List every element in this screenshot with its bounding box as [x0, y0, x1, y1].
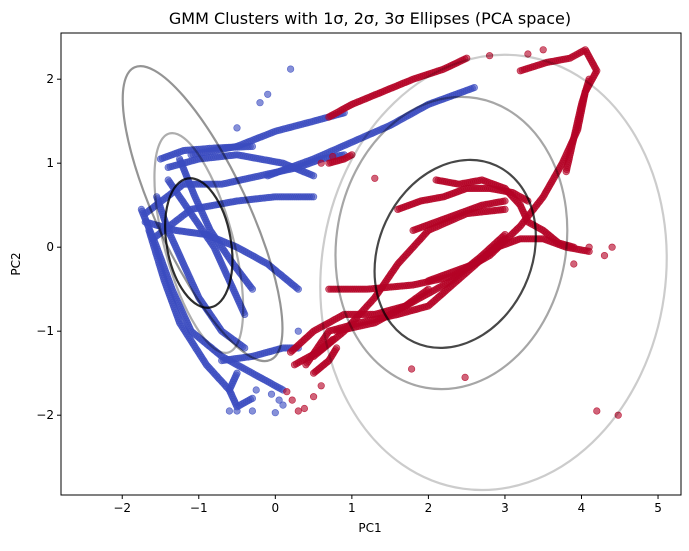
plot-frame [60, 32, 682, 496]
x-tick-label: 4 [578, 501, 586, 515]
scatter-point [283, 388, 291, 396]
scatter-point [271, 409, 279, 417]
data-points [137, 46, 622, 419]
scatter-point [463, 54, 471, 62]
scatter-point [371, 174, 379, 182]
scatter-point [310, 393, 318, 401]
x-tick-label: 1 [348, 501, 356, 515]
x-tick-label: 3 [501, 501, 509, 515]
scatter-point [539, 46, 547, 54]
y-axis-label: PC2 [9, 252, 23, 275]
scatter-point [593, 407, 601, 415]
scatter-point [461, 373, 469, 382]
sigma-ellipses [121, 53, 668, 492]
scatter-point [241, 344, 249, 352]
scatter-point [600, 252, 609, 260]
scatter-point [333, 344, 341, 352]
scatter-point [233, 124, 241, 132]
scatter-point [408, 365, 416, 373]
y-axis-ticks: −2 −1 0 1 2 [36, 72, 61, 422]
scatter-point [225, 407, 233, 415]
scatter-point [348, 151, 356, 159]
y-tick-label: 1 [46, 156, 54, 170]
y-tick-label: 2 [46, 72, 54, 86]
sigma-ellipse [319, 53, 668, 492]
scatter-point [585, 243, 593, 251]
scatter-point [294, 327, 302, 335]
scatter-point [233, 407, 241, 415]
scatter-point [279, 401, 287, 409]
y-tick-label: −2 [36, 408, 54, 422]
y-tick-label: −1 [36, 324, 54, 338]
x-tick-label: 2 [425, 501, 433, 515]
scatter-point [501, 205, 509, 213]
scatter-point [524, 50, 532, 58]
scatter-point [310, 172, 318, 180]
scatter-point [252, 386, 260, 394]
x-tick-label: 0 [272, 501, 280, 515]
scatter-point [317, 382, 325, 390]
scatter-point [470, 83, 478, 92]
x-tick-label: −1 [190, 501, 208, 515]
chart-title: GMM Clusters with 1σ, 2σ, 3σ Ellipses (P… [169, 9, 571, 28]
sigma-ellipse [121, 65, 284, 363]
x-tick-label: −2 [113, 501, 131, 515]
scatter-point [248, 407, 256, 415]
scatter-point [608, 243, 616, 251]
scatter-point [275, 396, 283, 404]
scatter-point [248, 285, 256, 293]
y-tick-label: 0 [46, 240, 54, 254]
scatter-point [264, 90, 272, 98]
scatter-point [501, 197, 509, 205]
scatter-point [424, 285, 433, 293]
scatter-point [241, 310, 249, 319]
scatter-point [614, 411, 622, 419]
x-axis-ticks: −2 −1 0 1 2 3 4 5 [113, 495, 662, 515]
scatter-point [248, 394, 256, 403]
sigma-ellipse [334, 95, 569, 391]
scatter-point [516, 67, 524, 75]
scatter-point [288, 396, 296, 404]
scatter-point [329, 152, 337, 161]
scatter-point [570, 260, 578, 268]
scatter-point [294, 285, 302, 293]
scatter-point [310, 193, 318, 201]
scatter-point [300, 404, 309, 413]
sigma-ellipse [153, 132, 245, 354]
scatter-point [486, 52, 494, 60]
scatter-point [329, 336, 337, 344]
scatter-point [256, 99, 264, 107]
scatter-point [317, 159, 325, 167]
scatter-point [585, 75, 593, 83]
sigma-ellipse [164, 177, 234, 309]
x-axis-label: PC1 [358, 521, 381, 535]
x-tick-label: 5 [654, 501, 662, 515]
scatter-point [287, 65, 295, 73]
scatter-point [267, 390, 276, 398]
scatter-point [294, 407, 302, 415]
sigma-ellipse [373, 158, 537, 350]
